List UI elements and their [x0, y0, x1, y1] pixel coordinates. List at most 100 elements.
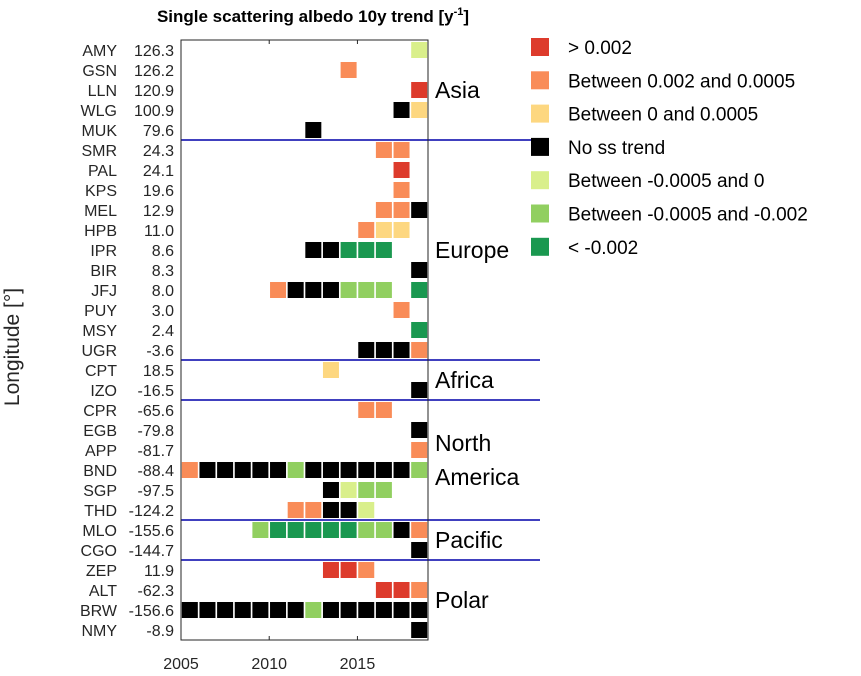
trend-cell [287, 602, 304, 618]
legend-entry-label: > 0.002 [568, 38, 632, 59]
station-longitude-label: -3.6 [146, 343, 174, 360]
trend-cell [393, 522, 410, 538]
trend-cell [411, 382, 428, 398]
legend-entry-label: < -0.002 [568, 238, 638, 259]
legend-swatch [531, 137, 549, 156]
trend-cell [340, 562, 357, 578]
trend-cell [375, 602, 392, 618]
station-longitude-label: 126.3 [134, 43, 174, 60]
station-code-label: JFJ [91, 283, 117, 300]
legend-swatch [531, 237, 549, 256]
trend-cell [375, 282, 392, 298]
trend-cell [411, 602, 428, 618]
trend-cell [411, 342, 428, 358]
station-longitude-label: -81.7 [138, 443, 175, 460]
trend-cell [305, 122, 322, 138]
trend-cell [287, 522, 304, 538]
station-longitude-label: 120.9 [134, 83, 174, 100]
trend-cell [322, 482, 339, 498]
y-axis-label: Longitude [°] [1, 288, 24, 406]
trend-cell [411, 582, 428, 598]
station-longitude-label: -62.3 [138, 583, 175, 600]
plot-frame [180, 39, 429, 641]
trend-cell [322, 362, 339, 378]
trend-cell [411, 102, 428, 118]
region-label: North America [435, 430, 520, 490]
station-code-label: BND [83, 463, 117, 480]
station-code-label: CPR [83, 403, 117, 420]
station-code-label: APP [85, 443, 117, 460]
station-code-label: ALT [89, 583, 117, 600]
trend-cell [305, 602, 322, 618]
station-longitude-label: 3.0 [152, 303, 174, 320]
trend-cell [411, 622, 428, 638]
station-code-label: SMR [81, 143, 117, 160]
station-code-label: WLG [81, 103, 117, 120]
trend-cell [322, 602, 339, 618]
trend-cell [393, 582, 410, 598]
station-longitude-label: 2.4 [152, 323, 174, 340]
legend-entry-label: Between 0.002 and 0.0005 [568, 71, 795, 92]
trend-cell [340, 462, 357, 478]
trend-cell [322, 282, 339, 298]
trend-cell [393, 302, 410, 318]
station-longitude-label: 24.1 [143, 163, 174, 180]
station-code-label: IPR [90, 243, 117, 260]
station-code-label: NMY [81, 623, 117, 640]
station-longitude-label: 12.9 [143, 203, 174, 220]
trend-cell [322, 502, 339, 518]
trend-cell [305, 242, 322, 258]
legend-entry-label: No ss trend [568, 138, 665, 159]
station-code-label: ZEP [86, 563, 117, 580]
station-code-label: MUK [81, 123, 117, 140]
station-code-label: UGR [81, 343, 117, 360]
cell-grid [181, 42, 428, 638]
trend-cell [411, 202, 428, 218]
station-longitude-label: 11.9 [144, 563, 174, 580]
station-code-label: CGO [81, 543, 117, 560]
region-label: Asia [435, 77, 480, 103]
trend-cell [340, 282, 357, 298]
station-code-label: MLO [82, 523, 117, 540]
trend-cell [305, 282, 322, 298]
station-code-label: CPT [85, 363, 117, 380]
station-longitude-label: -156.6 [129, 603, 174, 620]
trend-cell [270, 602, 287, 618]
trend-cell [340, 502, 357, 518]
trend-cell [340, 522, 357, 538]
trend-cell [358, 502, 375, 518]
trend-cell [181, 462, 198, 478]
trend-cell [217, 462, 234, 478]
station-code-label: KPS [85, 183, 117, 200]
trend-cell [411, 462, 428, 478]
trend-cell [358, 282, 375, 298]
trend-cell [252, 602, 269, 618]
region-separators [181, 139, 540, 561]
legend-swatch [531, 71, 549, 90]
station-code-label: MSY [82, 323, 117, 340]
region-labels: Asia Europe Africa North America Pacific Polar [435, 77, 520, 613]
legend-swatch [531, 104, 549, 123]
trend-cell [375, 582, 392, 598]
station-longitude-label: -124.2 [129, 503, 174, 520]
x-tick-label: 2010 [251, 656, 287, 673]
trend-cell [287, 502, 304, 518]
trend-cell [287, 282, 304, 298]
trend-cell [375, 462, 392, 478]
station-longitude-label: -79.8 [138, 423, 175, 440]
legend-swatch [531, 38, 549, 56]
trend-cell [393, 102, 410, 118]
trend-cell [411, 522, 428, 538]
station-longitude-label: -155.6 [129, 523, 174, 540]
trend-cell [234, 462, 251, 478]
region-label: Europe [435, 237, 509, 263]
trend-cell [358, 562, 375, 578]
trend-cell [340, 62, 357, 78]
trend-cell [411, 82, 428, 98]
x-axis: 2005 2010 2015 [163, 40, 375, 673]
station-longitude-label: 18.5 [143, 363, 174, 380]
trend-cell [322, 562, 339, 578]
trend-cell [358, 222, 375, 238]
station-longitude-label: 8.6 [152, 243, 174, 260]
